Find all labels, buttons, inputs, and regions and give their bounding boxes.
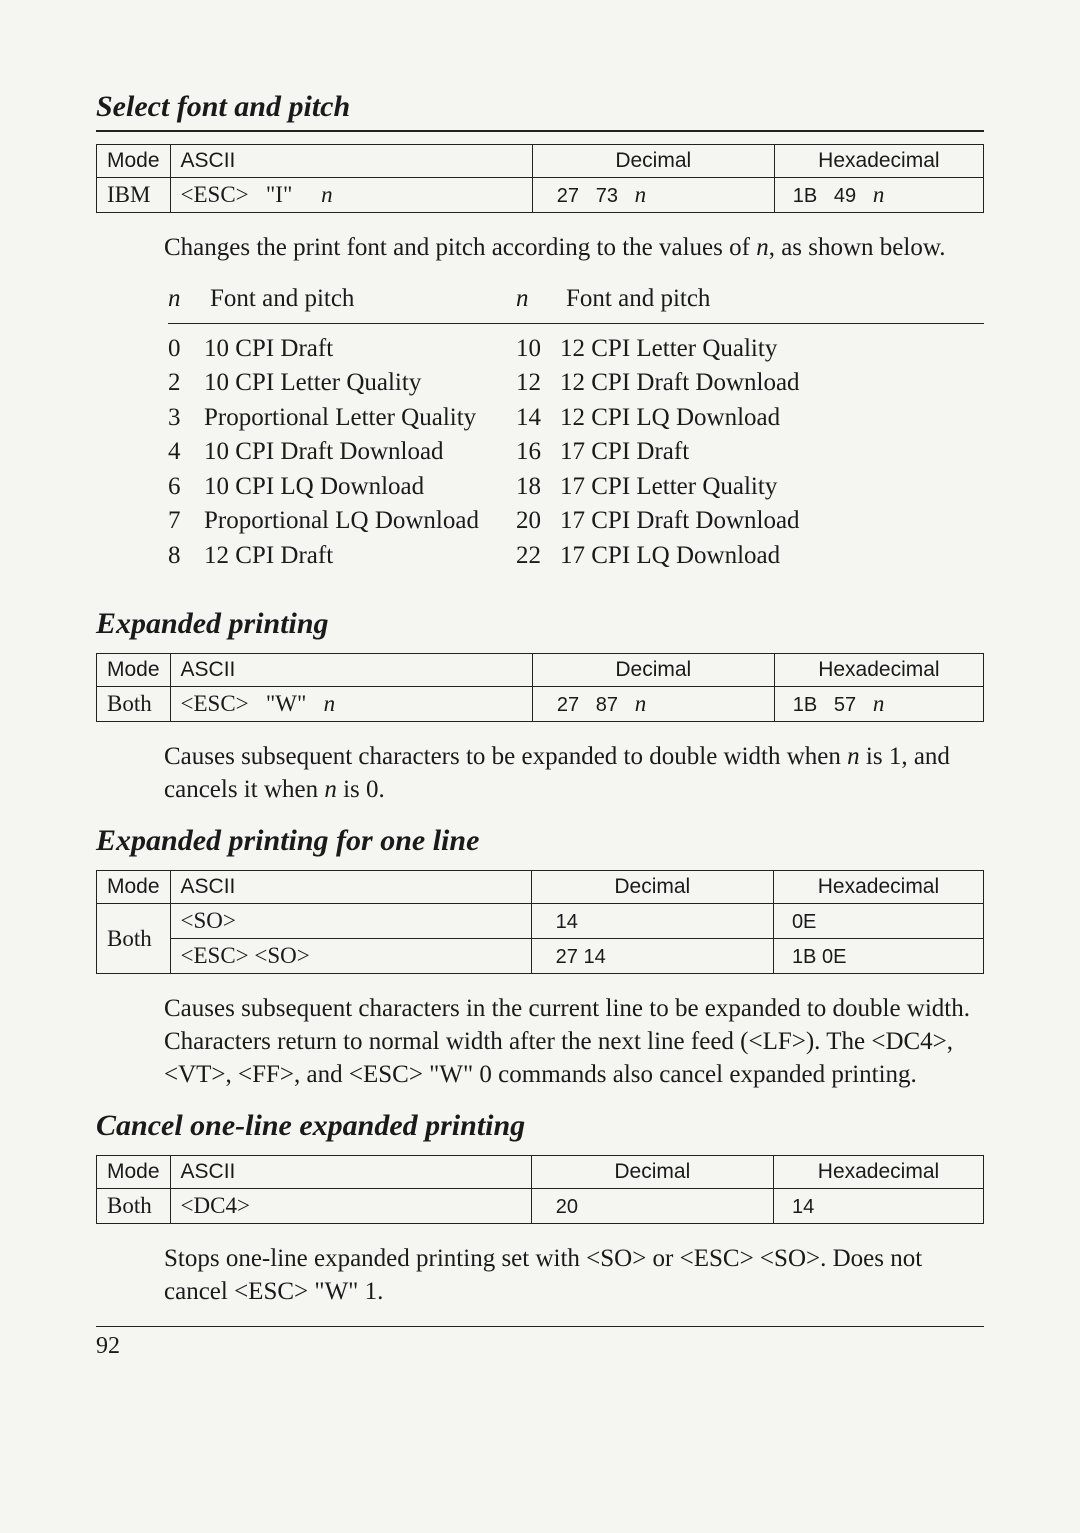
table-cancel-one-line: Mode ASCII Decimal Hexadecimal Both <DC4… [96, 1155, 984, 1224]
col-ascii: ASCII [170, 871, 531, 904]
fp-val-r: 12 CPI Letter Quality [560, 332, 984, 367]
col-ascii: ASCII [170, 654, 532, 687]
cell-mode: Both [97, 904, 171, 974]
font-pitch-row: 4 10 CPI Draft Download 16 17 CPI Draft [168, 435, 984, 470]
col-hex: Hexadecimal [774, 654, 983, 687]
n-val-r: 16 [516, 435, 560, 470]
fp-val-r: 17 CPI Letter Quality [560, 470, 984, 505]
n-val: 7 [168, 504, 204, 539]
heading-select-font-pitch: Select font and pitch [96, 90, 984, 132]
n-val: 4 [168, 435, 204, 470]
cell-hex: 0E [773, 904, 983, 939]
col-hex: Hexadecimal [774, 145, 983, 178]
table-row: Both <ESC> "W" n 27 87 n 1B 57 n [97, 687, 984, 722]
fp-val: 10 CPI Draft Download [204, 435, 516, 470]
font-pitch-label: Font and pitch [204, 282, 516, 317]
col-mode: Mode [97, 654, 171, 687]
n-val-r: 12 [516, 366, 560, 401]
page-number: 92 [96, 1326, 984, 1360]
fp-val: Proportional LQ Download [204, 504, 516, 539]
font-pitch-row: 2 10 CPI Letter Quality 12 12 CPI Draft … [168, 366, 984, 401]
table-row: Both <SO> 14 0E [97, 904, 984, 939]
cell-decimal: 27 73 n [532, 178, 774, 213]
cell-decimal: 27 87 n [532, 687, 774, 722]
table-expanded-printing: Mode ASCII Decimal Hexadecimal Both <ESC… [96, 653, 984, 722]
cell-decimal: 20 [531, 1189, 773, 1224]
cell-hex: 1B 57 n [774, 687, 983, 722]
cell-ascii: <ESC> "W" n [170, 687, 532, 722]
col-decimal: Decimal [531, 871, 773, 904]
n-val-r: 14 [516, 401, 560, 436]
col-mode: Mode [97, 871, 171, 904]
table-select-font-pitch: Mode ASCII Decimal Hexadecimal IBM <ESC>… [96, 144, 984, 213]
fp-val: 10 CPI Draft [204, 332, 516, 367]
n-label: n [168, 282, 204, 317]
table-expanded-one-line: Mode ASCII Decimal Hexadecimal Both <SO>… [96, 870, 984, 974]
font-pitch-row: 8 12 CPI Draft 22 17 CPI LQ Download [168, 539, 984, 574]
cell-ascii: <ESC> "I" n [170, 178, 532, 213]
n-val: 0 [168, 332, 204, 367]
n-val: 3 [168, 401, 204, 436]
font-pitch-row: 6 10 CPI LQ Download 18 17 CPI Letter Qu… [168, 470, 984, 505]
table-header-row: Mode ASCII Decimal Hexadecimal [97, 654, 984, 687]
n-val: 8 [168, 539, 204, 574]
table-row: Both <DC4> 20 14 [97, 1189, 984, 1224]
table-row: IBM <ESC> "I" n 27 73 n 1B 49 n [97, 178, 984, 213]
col-ascii: ASCII [170, 1156, 531, 1189]
fp-val: 12 CPI Draft [204, 539, 516, 574]
fp-val: Proportional Letter Quality [204, 401, 516, 436]
n-val: 6 [168, 470, 204, 505]
fp-val-r: 17 CPI Draft [560, 435, 984, 470]
cell-mode: Both [97, 1189, 171, 1224]
fp-val-r: 17 CPI Draft Download [560, 504, 984, 539]
col-decimal: Decimal [532, 145, 774, 178]
col-decimal: Decimal [531, 1156, 773, 1189]
col-mode: Mode [97, 145, 171, 178]
heading-expanded-printing: Expanded printing [96, 607, 984, 641]
font-pitch-row: 3 Proportional Letter Quality 14 12 CPI … [168, 401, 984, 436]
cell-ascii: <ESC> <SO> [170, 939, 531, 974]
table-header-row: Mode ASCII Decimal Hexadecimal [97, 1156, 984, 1189]
heading-cancel-one-line: Cancel one-line expanded printing [96, 1109, 984, 1143]
font-pitch-row: 0 10 CPI Draft 10 12 CPI Letter Quality [168, 332, 984, 367]
col-decimal: Decimal [532, 654, 774, 687]
heading-expanded-one-line: Expanded printing for one line [96, 824, 984, 858]
cell-mode: Both [97, 687, 171, 722]
font-pitch-label-right: Font and pitch [560, 282, 984, 317]
col-mode: Mode [97, 1156, 171, 1189]
font-pitch-header: n Font and pitch n Font and pitch [168, 282, 984, 324]
fp-val: 10 CPI Letter Quality [204, 366, 516, 401]
n-val: 2 [168, 366, 204, 401]
cell-decimal: 14 [531, 904, 773, 939]
fp-val-r: 17 CPI LQ Download [560, 539, 984, 574]
cell-hex: 1B 0E [773, 939, 983, 974]
col-ascii: ASCII [170, 145, 532, 178]
table-header-row: Mode ASCII Decimal Hexadecimal [97, 145, 984, 178]
page: Select font and pitch Mode ASCII Decimal… [0, 0, 1080, 1400]
n-val-r: 22 [516, 539, 560, 574]
col-hex: Hexadecimal [773, 1156, 983, 1189]
table-row: <ESC> <SO> 27 14 1B 0E [97, 939, 984, 974]
fp-val-r: 12 CPI Draft Download [560, 366, 984, 401]
cell-ascii: <SO> [170, 904, 531, 939]
table-header-row: Mode ASCII Decimal Hexadecimal [97, 871, 984, 904]
desc-expanded-printing: Causes subsequent characters to be expan… [164, 740, 984, 806]
n-val-r: 20 [516, 504, 560, 539]
desc-expanded-one-line: Causes subsequent characters in the curr… [164, 992, 984, 1091]
col-hex: Hexadecimal [773, 871, 983, 904]
n-val-r: 10 [516, 332, 560, 367]
desc-select-font-pitch: Changes the print font and pitch accordi… [164, 231, 984, 264]
n-label-right: n [516, 282, 560, 317]
n-val-r: 18 [516, 470, 560, 505]
cell-mode: IBM [97, 178, 171, 213]
font-pitch-values: n Font and pitch n Font and pitch 0 10 C… [168, 282, 984, 573]
cell-decimal: 27 14 [531, 939, 773, 974]
font-pitch-row: 7 Proportional LQ Download 20 17 CPI Dra… [168, 504, 984, 539]
cell-ascii: <DC4> [170, 1189, 531, 1224]
cell-hex: 14 [773, 1189, 983, 1224]
cell-hex: 1B 49 n [774, 178, 983, 213]
fp-val-r: 12 CPI LQ Download [560, 401, 984, 436]
fp-val: 10 CPI LQ Download [204, 470, 516, 505]
desc-cancel-one-line: Stops one-line expanded printing set wit… [164, 1242, 984, 1308]
